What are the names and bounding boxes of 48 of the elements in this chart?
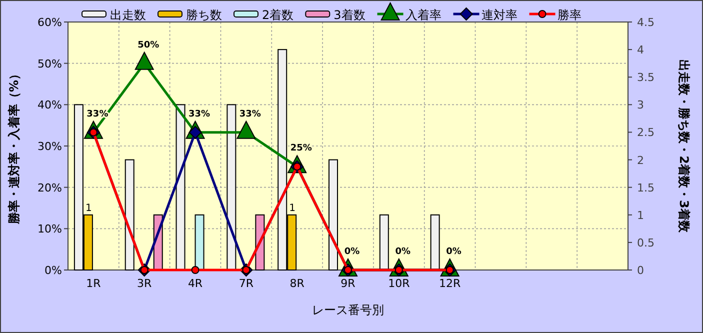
- x-tick-label: 1R: [86, 277, 102, 290]
- legend-label: 連対率: [481, 8, 518, 22]
- x-tick-label: 12R: [439, 277, 461, 290]
- y-tick-label: 0%: [44, 264, 62, 277]
- y2-tick-label: 2: [637, 154, 644, 167]
- y2-tick-label: 1: [637, 208, 644, 222]
- y2-tick-label: 4: [637, 44, 644, 57]
- y2-tick-label: 1.5: [637, 181, 654, 194]
- data-label: 33%: [239, 109, 261, 120]
- legend-label: 勝率: [557, 8, 582, 22]
- bar: [124, 159, 134, 270]
- legend-label: 入着率: [405, 8, 442, 22]
- legend-label: 勝ち数: [186, 8, 222, 22]
- data-label: 1: [289, 202, 296, 214]
- legend-label: 出走数: [110, 8, 146, 22]
- y-tick-label: 30%: [38, 140, 62, 153]
- data-label: 25%: [290, 144, 312, 154]
- y2-tick-label: 3.5: [637, 71, 654, 84]
- y2-tick-label: 0.5: [637, 236, 654, 250]
- x-tick-label: 3R: [137, 277, 152, 290]
- data-label: 33%: [188, 109, 210, 120]
- y2-tick-label: 4.5: [637, 16, 654, 29]
- legend-label: 3着数: [334, 8, 366, 22]
- data-label: 1: [86, 202, 92, 214]
- data-label: 50%: [138, 40, 160, 50]
- bar: [328, 159, 338, 270]
- y-tick-label: 20%: [38, 181, 62, 194]
- y-axis-title: 勝率・連対率・入着率（%）: [7, 68, 21, 226]
- y2-tick-label: 3: [637, 98, 644, 112]
- x-tick-label: 10R: [388, 277, 410, 290]
- y-tick-label: 10%: [38, 222, 62, 236]
- y-tick-label: 60%: [38, 16, 62, 29]
- x-tick-label: 8R: [290, 277, 305, 290]
- data-label: 0%: [395, 247, 411, 257]
- legend-label: 2着数: [262, 8, 294, 22]
- y-tick-label: 50%: [38, 57, 62, 70]
- x-axis-title: レース番号別: [312, 303, 384, 317]
- bar: [379, 214, 389, 270]
- x-tick-label: 4R: [188, 277, 203, 290]
- x-tick-label: 9R: [340, 277, 356, 290]
- data-label: 0%: [446, 247, 462, 257]
- y-tick-label: 40%: [38, 98, 62, 112]
- data-label: 0%: [344, 247, 360, 257]
- y2-tick-label: 2.5: [637, 126, 654, 140]
- x-tick-label: 7R: [238, 277, 254, 290]
- y2-tick-label: 0: [637, 264, 644, 277]
- y2-axis-title: 出走数・勝ち数・2着数・3着数: [677, 60, 691, 234]
- bar: [430, 214, 440, 270]
